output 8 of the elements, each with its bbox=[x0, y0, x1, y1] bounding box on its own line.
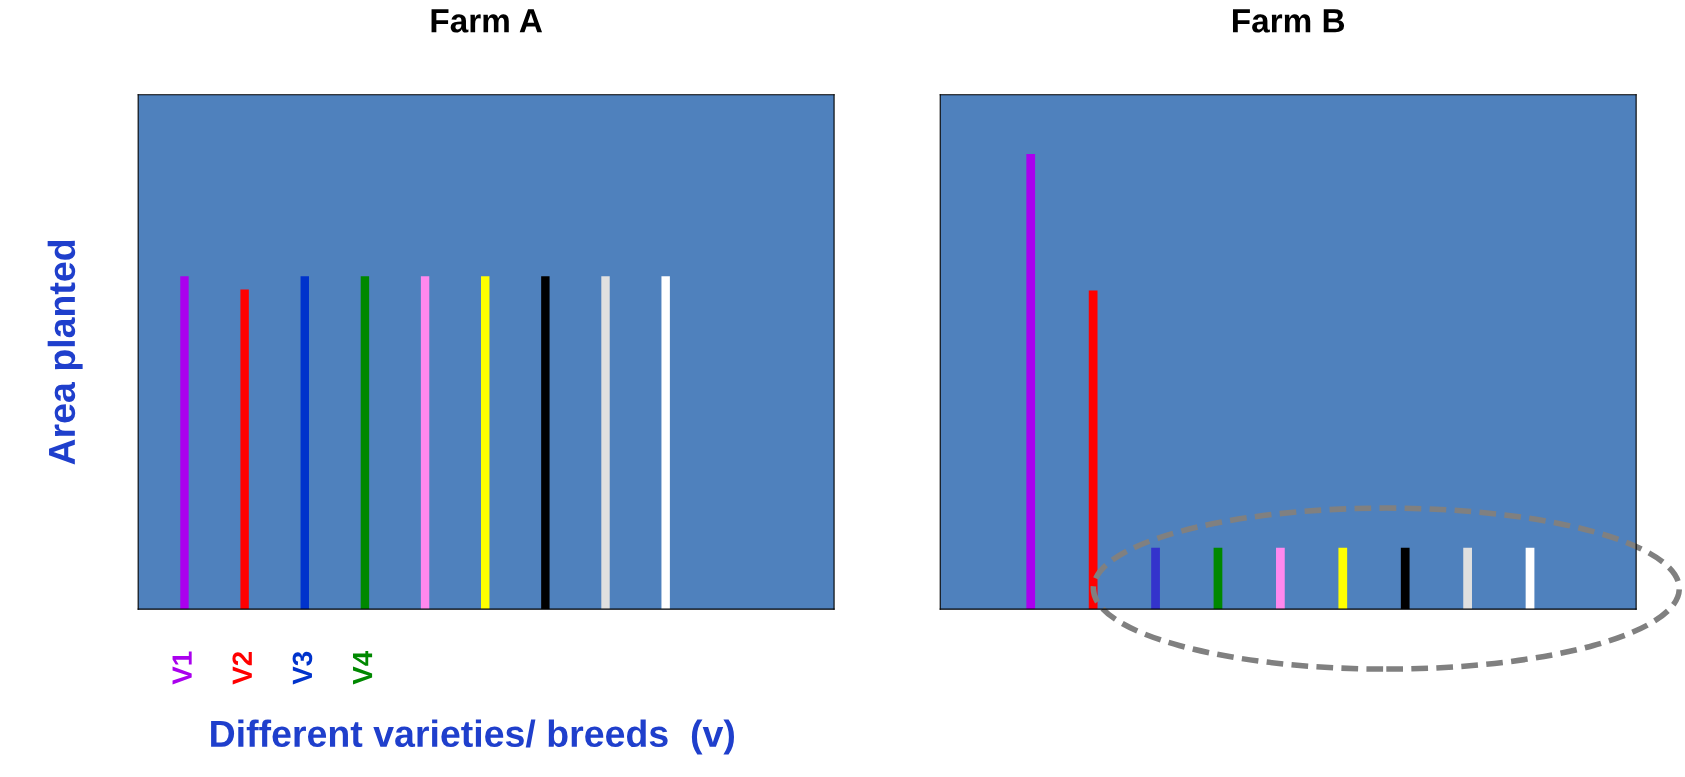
y-axis-title: Area planted bbox=[47, 240, 83, 465]
x-axis-title: Different varieties/ breeds (v) bbox=[211, 719, 734, 755]
x-tick-label: V1 bbox=[172, 651, 192, 685]
x-tick-label: V4 bbox=[353, 650, 373, 685]
chart-title: Farm B bbox=[1232, 9, 1345, 33]
x-tick-label: V3 bbox=[292, 651, 313, 685]
x-tick-label: V2 bbox=[232, 651, 252, 685]
chart-title: Farm A bbox=[431, 9, 543, 33]
